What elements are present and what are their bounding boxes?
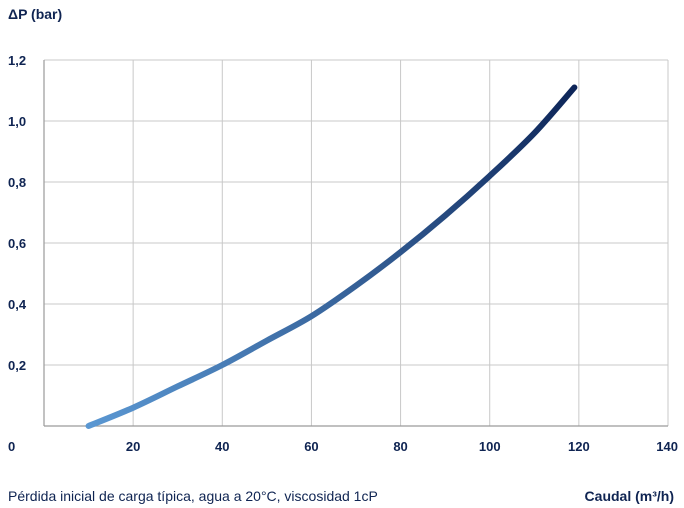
x-tick-label: 20 [126, 439, 140, 454]
x-tick-label: 140 [656, 439, 678, 454]
x-tick-label: 40 [215, 439, 229, 454]
x-tick-label: 120 [568, 439, 590, 454]
x-axis-label: Caudal (m³/h) [585, 488, 674, 504]
y-tick-label: 0,2 [8, 358, 26, 373]
x-tick-label: 100 [479, 439, 501, 454]
y-tick-label: 1,2 [8, 53, 26, 68]
y-tick-label: 0,6 [8, 236, 26, 251]
chart-caption: Pérdida inicial de carga típica, agua a … [8, 488, 378, 504]
x-tick-label: 80 [393, 439, 407, 454]
y-tick-label: 0,8 [8, 175, 26, 190]
y-axis-label: ΔP (bar) [8, 6, 63, 22]
x-tick-label: 60 [304, 439, 318, 454]
x-tick-label: 0 [8, 439, 15, 454]
y-tick-label: 1,0 [8, 114, 26, 129]
y-tick-label: 0,4 [8, 297, 27, 312]
x-axis-label-text: Caudal (m³/h) [584, 488, 674, 504]
series-line-0 [85, 84, 578, 429]
